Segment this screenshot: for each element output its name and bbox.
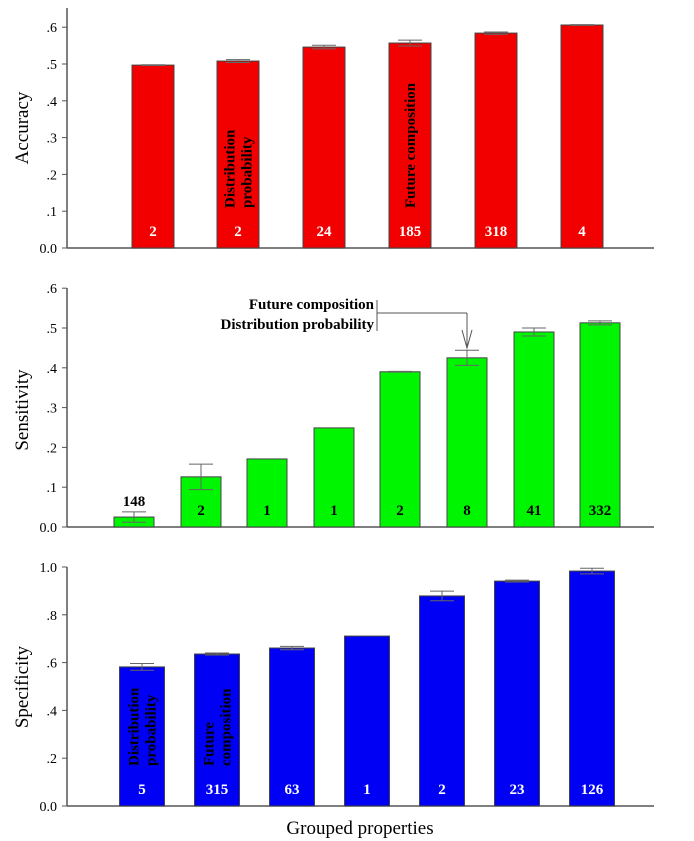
- bar-count-label: 148: [123, 494, 146, 510]
- y-tick-label: 0.0: [40, 521, 58, 536]
- bar-count-label: 2: [438, 782, 446, 798]
- bar-count-label: 24: [317, 224, 333, 240]
- y-tick-label: .5: [47, 58, 58, 73]
- bar-annotation: Future composition: [403, 82, 419, 208]
- bar: [269, 647, 315, 807]
- y-axis-title: Specificity: [12, 645, 33, 728]
- y-axis-title: Sensitivity: [12, 369, 33, 451]
- bar: [379, 371, 421, 528]
- y-tick-label: .4: [47, 704, 58, 719]
- y-tick-label: .6: [47, 657, 58, 672]
- bar: [419, 595, 465, 807]
- bar-count-label: 8: [463, 503, 471, 519]
- y-tick-label: .6: [47, 282, 58, 297]
- bar: [474, 32, 518, 249]
- annotation-text: Distribution probability: [220, 317, 374, 333]
- bar-annotation: probability: [144, 694, 160, 766]
- y-tick-label: 1.0: [40, 561, 58, 576]
- bar-annotation: probability: [240, 136, 256, 208]
- bar-annotation: Future: [202, 722, 218, 766]
- panel-sensitivity: 0.0 .1 .2 .3 .4 .5 .6 Sensitivity 148 2 1 1 2 8 41 332 F…: [12, 282, 654, 536]
- y-tick-label: .2: [47, 752, 58, 767]
- bar-count-label: 185: [399, 224, 422, 240]
- bar-count-label: 4: [578, 224, 586, 240]
- bar-count-label: 315: [206, 782, 229, 798]
- bar: [216, 60, 260, 249]
- bar-count-label: 23: [510, 782, 525, 798]
- y-tick-label: .1: [47, 205, 58, 220]
- bar-count-label: 1: [363, 782, 371, 798]
- bar-count-label: 126: [581, 782, 604, 798]
- annotation-text: Future composition: [249, 297, 375, 313]
- panel-accuracy: 0.0 .1 .2 .3 .4 .5 .6 Accuracy 2 2 24 185 318 4 Distri…: [12, 8, 654, 257]
- bar: [513, 331, 555, 528]
- bar: [194, 653, 240, 807]
- bar: [119, 666, 165, 807]
- bar-count-label: 1: [263, 503, 271, 519]
- bar-count-label: 63: [285, 782, 300, 798]
- bar: [446, 357, 488, 528]
- panel-specificity: 0.0 .2 .4 .6 .8 1.0 Specificity 5 315 63 1 2 23 126 Di…: [12, 561, 654, 839]
- bar-count-label: 318: [485, 224, 508, 240]
- y-tick-label: .4: [47, 362, 58, 377]
- bar: [560, 24, 604, 249]
- bar: [131, 64, 175, 249]
- y-tick-label: .2: [47, 168, 58, 183]
- bar: [246, 458, 288, 528]
- y-tick-label: .3: [47, 402, 58, 417]
- bar-annotation: Distribution: [127, 687, 143, 766]
- y-tick-label: .3: [47, 132, 58, 147]
- bar-count-label: 1: [330, 503, 338, 519]
- y-tick-label: .1: [47, 481, 58, 496]
- arrow-head-icon: [461, 329, 473, 350]
- bar-count-label: 2: [396, 503, 404, 519]
- bar: [579, 322, 621, 528]
- y-tick-label: .8: [47, 609, 58, 624]
- x-axis-title: Grouped properties: [286, 818, 433, 839]
- bar-count-label: 5: [138, 782, 146, 798]
- bar-count-label: 2: [234, 224, 242, 240]
- y-tick-label: .2: [47, 441, 58, 456]
- bar: [313, 427, 355, 528]
- bar: [569, 570, 615, 807]
- bar-count-label: 2: [149, 224, 157, 240]
- y-tick-label: 0.0: [40, 242, 58, 257]
- bar: [302, 46, 346, 249]
- bar: [494, 580, 540, 807]
- bar: [344, 635, 390, 807]
- bar-count-label: 332: [589, 503, 612, 519]
- y-tick-label: .5: [47, 322, 58, 337]
- bar-annotation: Distribution: [223, 129, 239, 208]
- y-tick-label: .4: [47, 95, 58, 110]
- y-tick-label: 0.0: [40, 800, 58, 815]
- y-axis-title: Accuracy: [12, 91, 33, 164]
- y-tick-label: .6: [47, 21, 58, 36]
- bar-count-label: 2: [197, 503, 205, 519]
- bar-annotation: composition: [219, 688, 235, 766]
- bar-count-label: 41: [527, 503, 542, 519]
